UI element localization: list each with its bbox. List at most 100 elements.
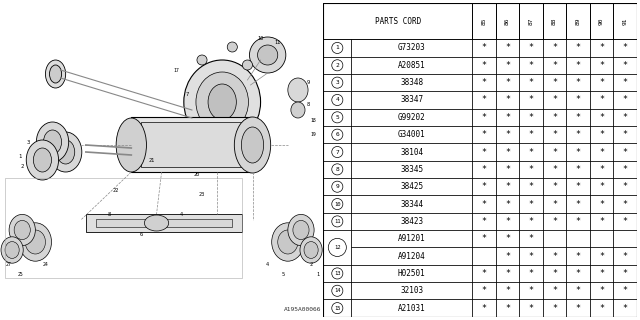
Bar <box>566 230 589 247</box>
Text: *: * <box>552 113 557 122</box>
Bar <box>495 91 519 109</box>
Bar <box>323 265 351 282</box>
Text: 89: 89 <box>575 18 580 25</box>
Bar <box>472 91 495 109</box>
Text: *: * <box>575 252 580 260</box>
Bar <box>351 213 472 230</box>
Bar <box>566 109 589 126</box>
Bar <box>351 178 472 196</box>
Text: *: * <box>623 113 628 122</box>
Text: 7: 7 <box>335 149 339 155</box>
Ellipse shape <box>208 84 236 120</box>
Bar <box>351 91 472 109</box>
Bar <box>472 196 495 213</box>
Text: *: * <box>481 304 486 313</box>
Bar <box>351 109 472 126</box>
Text: 24: 24 <box>43 262 49 268</box>
Text: *: * <box>481 148 486 156</box>
Bar <box>495 57 519 74</box>
Bar <box>323 300 351 317</box>
Text: *: * <box>505 269 510 278</box>
Text: *: * <box>575 44 580 52</box>
Bar <box>613 247 637 265</box>
Bar <box>472 74 495 91</box>
Bar <box>472 39 495 57</box>
Bar <box>351 74 472 91</box>
Text: *: * <box>481 44 486 52</box>
Bar <box>613 109 637 126</box>
Text: *: * <box>599 304 604 313</box>
Ellipse shape <box>116 118 147 172</box>
Text: *: * <box>575 304 580 313</box>
Text: *: * <box>623 252 628 260</box>
Text: *: * <box>575 165 580 174</box>
Text: *: * <box>575 200 580 209</box>
Text: 22: 22 <box>113 188 119 193</box>
Text: *: * <box>575 182 580 191</box>
Bar <box>472 3 495 39</box>
Text: 87: 87 <box>529 18 534 25</box>
Bar <box>566 143 589 161</box>
Text: *: * <box>575 269 580 278</box>
Bar <box>519 109 543 126</box>
Text: *: * <box>599 78 604 87</box>
Text: G34001: G34001 <box>398 130 426 139</box>
Text: 3: 3 <box>335 80 339 85</box>
Bar <box>566 247 589 265</box>
Ellipse shape <box>227 42 237 52</box>
Bar <box>323 230 351 265</box>
Text: 5: 5 <box>335 115 339 120</box>
Ellipse shape <box>49 65 61 83</box>
Bar <box>472 57 495 74</box>
Bar <box>519 57 543 74</box>
Bar <box>589 161 613 178</box>
Text: 4: 4 <box>180 212 184 218</box>
Text: A195A00066: A195A00066 <box>284 307 321 312</box>
Text: 8: 8 <box>307 102 310 108</box>
Text: *: * <box>623 182 628 191</box>
Ellipse shape <box>5 242 19 259</box>
Text: PARTS CORD: PARTS CORD <box>374 17 421 26</box>
Text: *: * <box>505 78 510 87</box>
Bar <box>495 213 519 230</box>
Text: *: * <box>623 304 628 313</box>
Bar <box>613 74 637 91</box>
Text: *: * <box>481 269 486 278</box>
Text: G99202: G99202 <box>398 113 426 122</box>
Text: *: * <box>599 113 604 122</box>
Text: *: * <box>599 200 604 209</box>
Text: *: * <box>481 78 486 87</box>
Bar <box>351 265 472 282</box>
Bar <box>613 178 637 196</box>
Text: *: * <box>505 165 510 174</box>
Bar <box>566 3 589 39</box>
Text: 38348: 38348 <box>400 78 423 87</box>
Text: 2: 2 <box>335 63 339 68</box>
Bar <box>519 282 543 300</box>
Text: *: * <box>529 95 534 104</box>
Bar <box>543 300 566 317</box>
Bar <box>613 161 637 178</box>
Bar <box>613 213 637 230</box>
Text: A21031: A21031 <box>398 304 426 313</box>
Ellipse shape <box>272 223 304 261</box>
Bar <box>519 230 543 247</box>
Ellipse shape <box>14 220 30 240</box>
Text: *: * <box>552 200 557 209</box>
Text: A91201: A91201 <box>398 234 426 243</box>
Bar <box>495 300 519 317</box>
Text: *: * <box>481 61 486 70</box>
Text: *: * <box>599 44 604 52</box>
Bar <box>5 178 243 278</box>
Text: 38347: 38347 <box>400 95 423 104</box>
Bar <box>519 196 543 213</box>
Bar <box>323 213 351 230</box>
Text: 32103: 32103 <box>400 286 423 295</box>
Bar <box>495 161 519 178</box>
Text: 6: 6 <box>335 132 339 137</box>
Bar <box>519 213 543 230</box>
Bar <box>472 213 495 230</box>
Text: *: * <box>599 286 604 295</box>
Bar <box>472 247 495 265</box>
Bar <box>495 126 519 143</box>
